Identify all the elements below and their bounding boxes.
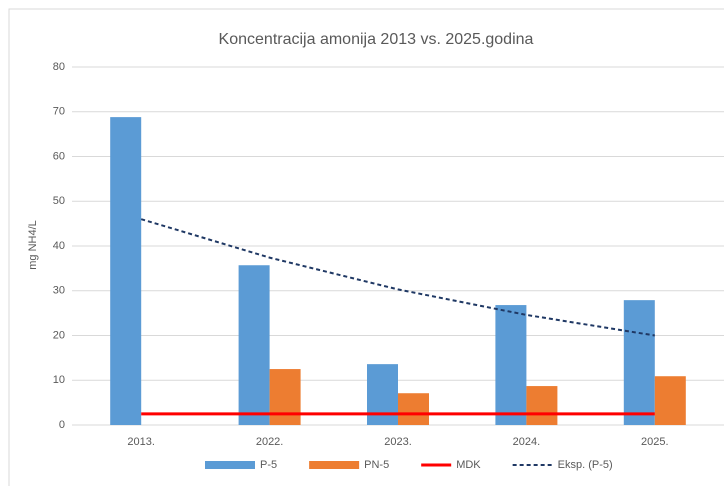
legend-label: P-5 (260, 459, 277, 471)
y-tick-label: 40 (53, 240, 65, 252)
bar (526, 386, 558, 425)
y-tick-label: 20 (53, 329, 65, 341)
y-tick-label: 60 (53, 150, 65, 162)
bar (623, 300, 655, 425)
legend-label: MDK (456, 459, 481, 471)
bar (398, 393, 429, 425)
y-tick-label: 70 (53, 106, 65, 118)
x-tick-label: 2013. (127, 436, 155, 448)
y-tick-label: 0 (59, 419, 65, 431)
chart-title: Koncentracija amonija 2013 vs. 2025.godi… (219, 31, 534, 48)
bar (269, 369, 301, 425)
trend-line (140, 218, 655, 337)
x-tick-label: 2022. (256, 436, 284, 448)
legend-label: PN-5 (364, 459, 389, 471)
legend-label: Eksp. (P-5) (558, 459, 613, 471)
y-tick-label: 80 (53, 61, 65, 73)
legend-swatch (309, 461, 360, 469)
x-tick-label: 2023. (384, 436, 412, 448)
bar (367, 364, 398, 425)
y-tick-label: 50 (53, 195, 65, 207)
bar (495, 305, 527, 425)
bar (654, 376, 686, 425)
x-tick-label: 2024. (513, 436, 541, 448)
bar (238, 265, 270, 425)
y-axis-label: mg NH4/L (27, 220, 39, 270)
legend-swatch (205, 461, 255, 469)
x-tick-label: 2025. (641, 436, 669, 448)
bar (110, 117, 142, 426)
y-tick-label: 10 (53, 374, 65, 386)
y-tick-label: 30 (53, 285, 65, 297)
